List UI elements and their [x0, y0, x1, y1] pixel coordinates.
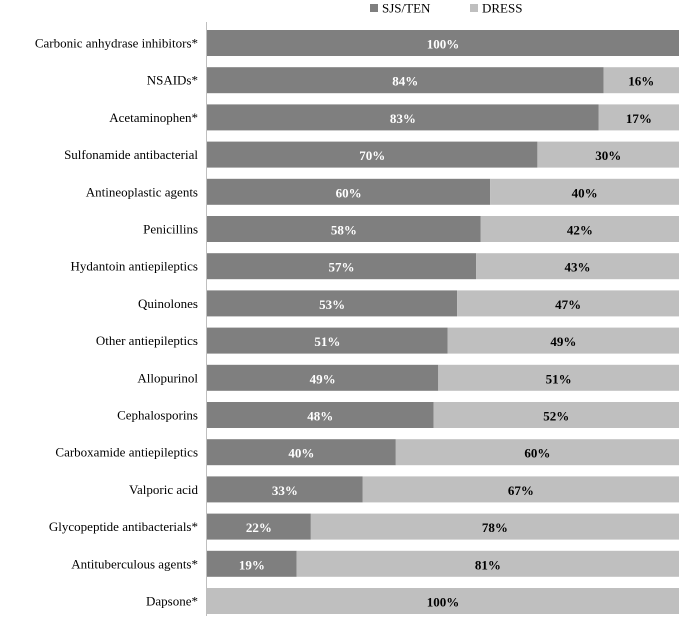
bar-segment: [457, 290, 679, 317]
bar-segment: [207, 253, 477, 280]
legend-swatch: [470, 4, 478, 12]
data-label: 43%: [565, 260, 591, 275]
legend-label: SJS/TEN: [382, 1, 431, 16]
data-label: 22%: [246, 520, 272, 535]
bars-group: 100% 84% 16% 83% 17% 70% 30% 60% 40% 58% 42% 57% 43%…: [207, 30, 679, 614]
data-label: 53%: [319, 297, 345, 312]
data-label: 40%: [288, 446, 314, 461]
bar-segment: [207, 30, 679, 56]
category-label: Cephalosporins: [117, 408, 198, 423]
bar-segment: [598, 104, 679, 131]
bar-segment: [207, 364, 439, 391]
data-label: 40%: [572, 185, 598, 200]
bar-segment: [476, 253, 679, 280]
data-label: 57%: [329, 260, 355, 275]
data-label: 83%: [390, 111, 416, 126]
category-label: Carbonic anhydrase inhibitors*: [35, 36, 198, 51]
bar-segment: [207, 327, 448, 354]
category-label: Carboxamide antiepileptics: [55, 445, 198, 460]
bar-segment: [207, 67, 604, 94]
data-label: 100%: [427, 37, 460, 52]
legend-label: DRESS: [482, 1, 522, 16]
category-labels: Carbonic anhydrase inhibitors* NSAIDs* Ace…: [35, 36, 199, 609]
category-label: Penicillins: [143, 222, 198, 237]
category-label: Acetaminophen*: [109, 110, 198, 125]
data-label: 16%: [628, 74, 654, 89]
data-label: 42%: [567, 223, 593, 238]
category-label: Quinolones: [138, 296, 198, 311]
bar-segment: [207, 476, 363, 503]
bar-segment: [207, 290, 458, 317]
bar-segment: [362, 476, 679, 503]
data-label: 100%: [427, 595, 460, 610]
data-label: 49%: [550, 334, 576, 349]
category-label: Dapsone*: [146, 594, 198, 609]
legend-swatch: [370, 4, 378, 12]
data-label: 51%: [314, 334, 340, 349]
bar-segment: [207, 513, 311, 540]
bar-segment: [207, 439, 396, 466]
bar-segment: [207, 550, 297, 577]
bar-segment: [433, 402, 679, 428]
data-label: 47%: [555, 297, 581, 312]
category-label: Sulfonamide antibacterial: [64, 147, 198, 162]
bar-segment: [207, 402, 434, 428]
bar-segment: [207, 141, 538, 168]
bar-segment: [207, 178, 491, 205]
bar-segment: [447, 327, 679, 354]
data-label: 30%: [595, 148, 621, 163]
legend: SJS/TEN DRESS: [370, 1, 522, 16]
data-label: 60%: [336, 185, 362, 200]
data-label: 17%: [626, 111, 652, 126]
bar-segment: [490, 178, 679, 205]
data-label: 81%: [475, 557, 501, 572]
category-label: Glycopeptide antibacterials*: [49, 519, 198, 534]
category-label: NSAIDs*: [147, 73, 198, 88]
data-label: 52%: [543, 409, 569, 424]
category-label: Allopurinol: [137, 370, 198, 385]
bar-segment: [537, 141, 679, 168]
data-label: 67%: [508, 483, 534, 498]
data-label: 51%: [546, 371, 572, 386]
category-label: Valporic acid: [129, 482, 198, 497]
category-label: Hydantoin antiepileptics: [71, 259, 198, 274]
bar-segment: [310, 513, 679, 540]
data-label: 49%: [310, 371, 336, 386]
bar-segment: [603, 67, 679, 94]
data-label: 58%: [331, 223, 357, 238]
data-label: 70%: [359, 148, 385, 163]
bar-segment: [480, 216, 679, 242]
category-label: Other antiepileptics: [96, 333, 198, 348]
bar-segment: [438, 364, 679, 391]
bar-segment: [395, 439, 679, 466]
category-label: Antineoplastic agents: [86, 184, 198, 199]
data-label: 33%: [272, 483, 298, 498]
bar-segment: [207, 588, 679, 614]
category-label: Antituberculous agents*: [71, 556, 198, 571]
data-label: 78%: [482, 520, 508, 535]
data-label: 84%: [392, 74, 418, 89]
bar-segment: [207, 216, 481, 242]
data-label: 19%: [239, 557, 265, 572]
bar-segment: [207, 104, 599, 131]
data-label: 48%: [307, 409, 333, 424]
data-label: 60%: [524, 446, 550, 461]
bar-segment: [296, 550, 679, 577]
